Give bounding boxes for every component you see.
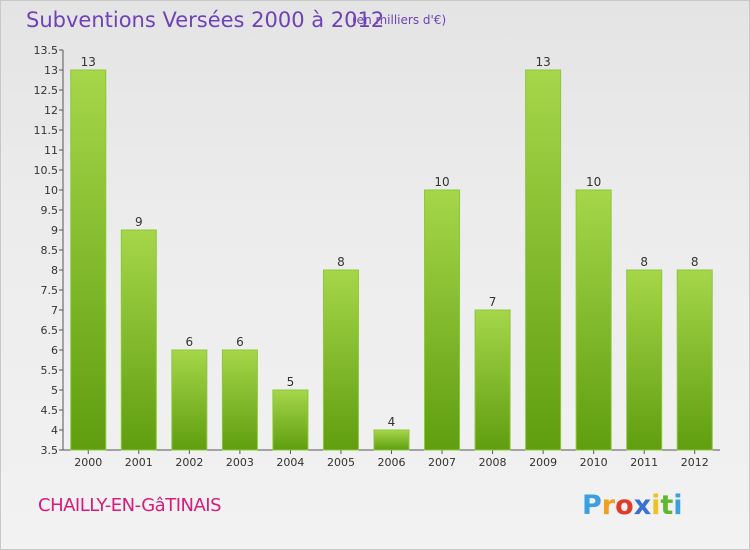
bar-2009 <box>525 69 562 451</box>
y-tick-label: 13.5 <box>34 44 59 57</box>
y-tick-label: 4.5 <box>41 404 59 417</box>
y-tick-label: 10 <box>44 184 58 197</box>
y-tick-label: 12 <box>44 104 58 117</box>
proxiti-logo[interactable]: Proxiti <box>582 490 683 521</box>
data-label-2002: 6 <box>186 335 194 349</box>
x-tick-label-2004: 2004 <box>276 456 304 469</box>
data-label-2000: 13 <box>81 55 96 69</box>
y-tick-label: 6.5 <box>41 324 59 337</box>
logo-letter: t <box>660 490 674 521</box>
y-tick-label: 12.5 <box>34 84 59 97</box>
x-tick-label-2007: 2007 <box>428 456 456 469</box>
bar-2001 <box>120 229 157 451</box>
x-tick-label-2011: 2011 <box>630 456 658 469</box>
bar-2010 <box>575 189 612 451</box>
chart-title: Subventions Versées 2000 à 2012 <box>26 8 385 32</box>
bar-2003 <box>221 349 258 451</box>
logo-letter: P <box>582 490 602 521</box>
data-label-2012: 8 <box>691 255 699 269</box>
bar-2004 <box>272 389 309 451</box>
bar-2002 <box>171 349 208 451</box>
bar-2007 <box>424 189 461 451</box>
data-label-2004: 5 <box>287 375 295 389</box>
data-label-2005: 8 <box>337 255 345 269</box>
y-tick-label: 11.5 <box>34 124 59 137</box>
x-tick-label-2002: 2002 <box>175 456 203 469</box>
y-tick-label: 7 <box>51 304 58 317</box>
data-label-2003: 6 <box>236 335 244 349</box>
y-tick-label: 8 <box>51 264 58 277</box>
bar-2011 <box>626 269 663 451</box>
y-tick-label: 5.5 <box>41 364 59 377</box>
x-tick-label-2010: 2010 <box>580 456 608 469</box>
data-label-2001: 9 <box>135 215 143 229</box>
data-label-2008: 7 <box>489 295 497 309</box>
data-label-2009: 13 <box>535 55 550 69</box>
logo-letter: i <box>651 490 661 521</box>
x-tick-label-2009: 2009 <box>529 456 557 469</box>
y-tick-label: 7.5 <box>41 284 59 297</box>
x-tick-label-2006: 2006 <box>378 456 406 469</box>
bar-2000 <box>70 69 107 451</box>
x-tick-label-2001: 2001 <box>125 456 153 469</box>
chart-unit: (en milliers d'€) <box>352 13 447 27</box>
logo-letter: i <box>673 490 683 521</box>
data-label-2006: 4 <box>388 415 396 429</box>
logo-letter: x <box>633 490 652 521</box>
y-tick-label: 6 <box>51 344 58 357</box>
data-label-2007: 10 <box>434 175 449 189</box>
bar-2006 <box>373 429 410 451</box>
bar-layer: 13 9 6 6 5 8 4 10 7 13 10 8 8 <box>70 55 713 451</box>
x-tick-label-2012: 2012 <box>681 456 709 469</box>
bar-2005 <box>322 269 359 451</box>
data-label-2010: 10 <box>586 175 601 189</box>
y-tick-label: 8.5 <box>41 244 59 257</box>
data-label-2011: 8 <box>640 255 648 269</box>
logo-letter: o <box>615 490 634 521</box>
y-tick-label: 3.5 <box>41 444 59 457</box>
y-tick-label: 5 <box>51 384 58 397</box>
x-tick-label-2000: 2000 <box>74 456 102 469</box>
y-tick-label: 9.5 <box>41 204 59 217</box>
y-tick-label: 4 <box>51 424 58 437</box>
y-tick-label: 9 <box>51 224 58 237</box>
logo-letter: r <box>601 490 616 521</box>
commune-name: CHAILLY-EN-GâTINAIS <box>38 495 222 516</box>
x-tick-label-2003: 2003 <box>226 456 254 469</box>
bar-2012 <box>676 269 713 451</box>
y-tick-label: 10.5 <box>34 164 59 177</box>
bar-2008 <box>474 309 511 451</box>
x-tick-label-2008: 2008 <box>479 456 507 469</box>
y-tick-label: 11 <box>44 144 58 157</box>
y-tick-label: 13 <box>44 64 58 77</box>
x-tick-label-2005: 2005 <box>327 456 355 469</box>
